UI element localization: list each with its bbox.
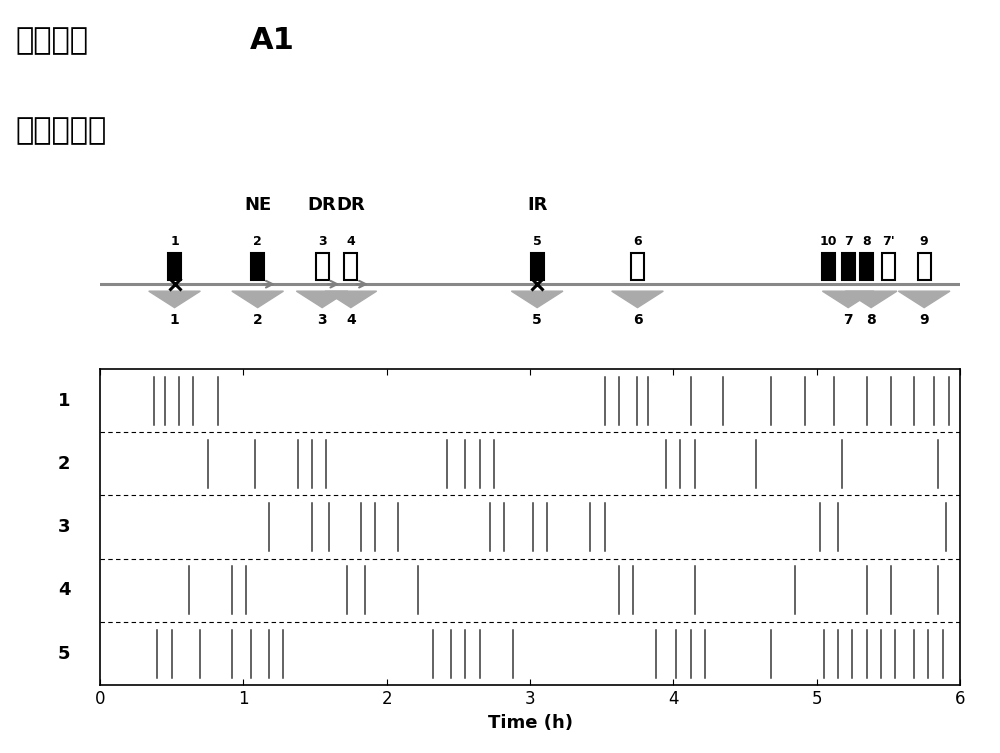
Text: 5: 5 (532, 313, 542, 328)
Text: 1: 1 (170, 235, 179, 248)
Text: 4: 4 (346, 313, 356, 328)
Text: 7: 7 (843, 313, 853, 328)
Text: 2: 2 (253, 313, 263, 328)
Bar (822, 254, 835, 280)
Text: 7': 7' (882, 235, 895, 248)
Bar (860, 254, 873, 280)
Text: 3: 3 (318, 235, 326, 248)
Text: 渐进型扰动: 渐进型扰动 (15, 116, 106, 145)
Text: 1: 1 (170, 313, 179, 328)
Text: DR: DR (308, 197, 337, 215)
Text: 6: 6 (633, 235, 642, 248)
Polygon shape (898, 291, 950, 308)
Text: 9: 9 (920, 235, 928, 248)
Text: 1: 1 (58, 392, 70, 410)
Text: 4: 4 (346, 235, 355, 248)
Bar (168, 254, 181, 280)
Text: DR: DR (336, 197, 365, 215)
Bar (918, 254, 931, 280)
Text: 4: 4 (58, 581, 70, 599)
Bar (316, 254, 329, 280)
Bar (251, 254, 264, 280)
Bar (531, 254, 544, 280)
Text: 2: 2 (58, 455, 70, 473)
Text: 2: 2 (253, 235, 262, 248)
Text: 8: 8 (863, 235, 871, 248)
Bar (631, 254, 644, 280)
Text: 8: 8 (866, 313, 876, 328)
X-axis label: Time (h): Time (h) (488, 714, 572, 732)
Bar (344, 254, 357, 280)
Text: 5: 5 (58, 645, 70, 663)
Polygon shape (149, 291, 200, 308)
Bar (882, 254, 895, 280)
Polygon shape (511, 291, 563, 308)
Polygon shape (822, 291, 874, 308)
Polygon shape (612, 291, 663, 308)
Text: A1: A1 (250, 26, 295, 56)
Polygon shape (232, 291, 283, 308)
Text: 紧急扰动: 紧急扰动 (15, 26, 88, 56)
Text: NE: NE (244, 197, 271, 215)
Polygon shape (845, 291, 897, 308)
Text: 3: 3 (317, 313, 327, 328)
Bar (842, 254, 855, 280)
Text: 9: 9 (919, 313, 929, 328)
Text: 10: 10 (819, 235, 837, 248)
Text: IR: IR (527, 197, 547, 215)
Text: 6: 6 (633, 313, 642, 328)
Text: 3: 3 (58, 518, 70, 536)
Text: 7: 7 (844, 235, 853, 248)
Polygon shape (296, 291, 348, 308)
Text: 5: 5 (533, 235, 542, 248)
Polygon shape (325, 291, 377, 308)
